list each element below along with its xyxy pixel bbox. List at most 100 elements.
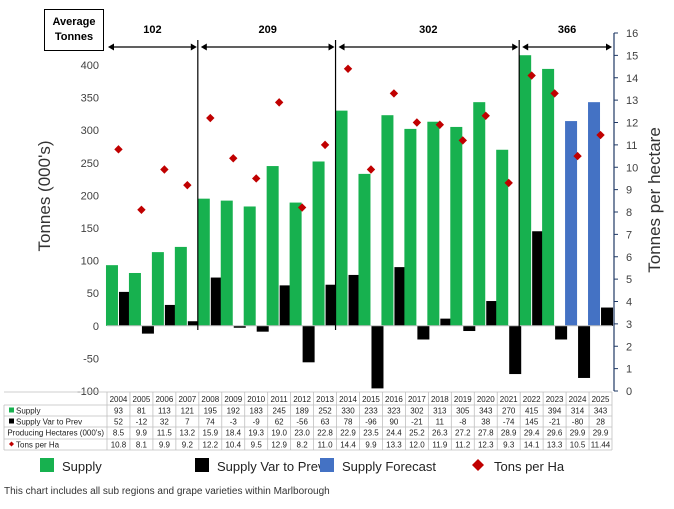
supply-bar <box>404 128 417 326</box>
supply-var-bar <box>325 284 338 326</box>
table-cell: 113 <box>158 407 171 416</box>
table-cell: 121 <box>181 407 195 416</box>
y-tick-left: 350 <box>81 93 99 105</box>
table-cell: 183 <box>250 407 264 416</box>
table-cell: 81 <box>137 407 146 416</box>
table-cell: 245 <box>272 407 286 416</box>
table-cell: 62 <box>275 418 284 427</box>
tons-per-ha-marker <box>435 120 445 129</box>
table-cell: 29.6 <box>547 429 563 438</box>
supply-bar <box>381 115 394 326</box>
x-tick-label: 2015 <box>362 395 380 404</box>
supply-bar <box>105 265 118 326</box>
legend-entry: Supply <box>62 459 102 474</box>
x-tick-label: 2009 <box>224 395 242 404</box>
tons-per-ha-marker <box>343 64 353 73</box>
y-tick-left: -50 <box>83 353 99 365</box>
table-cell: 13.2 <box>180 429 196 438</box>
table-cell: -9 <box>253 418 261 427</box>
y-tick-right: 0 <box>626 386 632 398</box>
table-cell: 302 <box>410 407 424 416</box>
supply-var-bar <box>210 277 223 326</box>
table-cell: 11.9 <box>432 441 448 450</box>
x-tick-label: 2018 <box>431 395 449 404</box>
supply-bar <box>427 121 440 326</box>
supply-bar <box>312 161 325 326</box>
y-tick-left: 50 <box>87 288 99 300</box>
table-row-label: Supply Var to Prev <box>16 418 82 427</box>
supply-bar <box>128 272 141 326</box>
tons-per-ha-marker <box>366 165 376 174</box>
supply-var-bar <box>279 285 292 326</box>
average-value-label: 302 <box>419 24 437 36</box>
table-cell: -21 <box>549 418 561 427</box>
supply-var-bar <box>164 304 177 326</box>
supply-var-bar <box>187 321 200 326</box>
arrow-head-right <box>606 43 612 51</box>
table-cell: 38 <box>481 418 490 427</box>
tons-per-ha-marker <box>481 111 490 120</box>
supply-bar <box>151 252 164 326</box>
table-cell: 13.3 <box>547 441 563 450</box>
supply-bar <box>496 149 509 326</box>
y-tick-right: 9 <box>626 185 632 197</box>
x-tick-label: 2013 <box>316 395 334 404</box>
average-tonnes-box: Average Tonnes <box>44 9 104 51</box>
table-cell: 32 <box>160 418 169 427</box>
table-cell: 195 <box>204 407 218 416</box>
table-cell: 23.0 <box>294 429 310 438</box>
table-cell: 12.2 <box>203 441 219 450</box>
table-cell: -56 <box>296 418 308 427</box>
supply-var-bar <box>118 291 131 326</box>
tons-per-ha-marker <box>412 118 422 127</box>
table-cell: 18.4 <box>225 429 241 438</box>
supply-var-bar <box>348 274 361 326</box>
legend-key <box>472 459 484 471</box>
x-tick-label: 2008 <box>201 395 219 404</box>
table-cell: 394 <box>548 407 562 416</box>
supply-forecast-bar <box>565 121 578 326</box>
legend-entry: Supply Forecast <box>342 459 436 474</box>
table-cell: 13.3 <box>386 441 402 450</box>
y-tick-left: 200 <box>81 190 99 202</box>
table-cell: 192 <box>227 407 241 416</box>
table-cell: 11.0 <box>318 441 334 450</box>
y-tick-left: 250 <box>81 158 99 170</box>
table-cell: 9.2 <box>182 441 194 450</box>
x-tick-label: 2014 <box>339 395 357 404</box>
tons-per-ha-marker <box>550 89 559 98</box>
x-tick-label: 2005 <box>133 395 151 404</box>
y-tick-right: 4 <box>626 297 632 309</box>
y-tick-right: 8 <box>626 207 632 219</box>
table-cell: 233 <box>364 407 378 416</box>
y-tick-right: 6 <box>626 252 632 264</box>
tons-per-ha-marker <box>137 205 146 214</box>
x-tick-label: 2023 <box>546 395 564 404</box>
y-tick-left: 300 <box>81 125 99 137</box>
y-tick-right: 15 <box>626 50 638 62</box>
x-tick-label: 2010 <box>247 395 265 404</box>
table-cell: -80 <box>572 418 584 427</box>
table-cell: 330 <box>341 407 355 416</box>
tons-per-ha-marker <box>206 113 215 123</box>
x-tick-label: 2019 <box>454 395 472 404</box>
tons-per-ha-marker <box>320 140 330 150</box>
y-axis-label-right: Tonnes per hectare <box>645 127 664 273</box>
legend-key <box>40 458 54 472</box>
table-cell: 313 <box>433 407 447 416</box>
table-cell: 8.2 <box>297 441 309 450</box>
arrow-head-left <box>338 43 345 51</box>
supply-bar <box>197 198 210 326</box>
table-cell: 28.9 <box>501 429 517 438</box>
table-row-label: Supply <box>16 407 40 416</box>
supply-bar <box>358 173 371 326</box>
table-cell: 9.3 <box>503 441 515 450</box>
supply-bar <box>542 68 555 326</box>
y-tick-left: 150 <box>81 223 99 235</box>
x-tick-label: 2004 <box>110 395 128 404</box>
x-tick-label: 2017 <box>408 395 426 404</box>
table-cell: -96 <box>365 418 377 427</box>
table-cell: 29.9 <box>570 429 586 438</box>
table-cell: 29.9 <box>593 429 609 438</box>
